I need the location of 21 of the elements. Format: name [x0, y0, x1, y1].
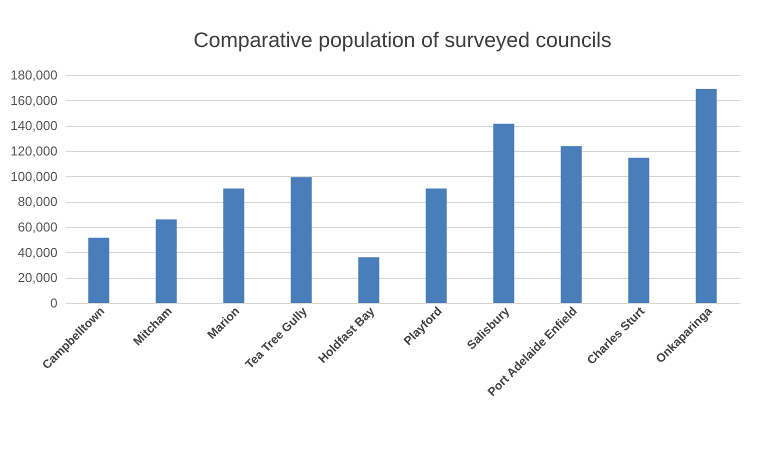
bar	[628, 158, 650, 303]
y-tick-label: 140,000	[10, 118, 58, 134]
bar	[696, 88, 717, 303]
bar	[223, 188, 244, 303]
y-tick-label: 0	[50, 296, 58, 310]
bar	[493, 124, 514, 303]
y-tick-label: 60,000	[18, 220, 58, 234]
chart-title: Comparative population of surveyed councils	[194, 29, 612, 52]
bar	[426, 188, 447, 303]
y-tick-label: 20,000	[18, 270, 58, 286]
bar	[156, 219, 177, 303]
y-tick-label: 160,000	[10, 92, 58, 108]
y-tick-label: 120,000	[10, 144, 58, 158]
bar	[290, 177, 312, 303]
bar	[560, 146, 582, 303]
y-tick-label: 100,000	[10, 168, 58, 184]
y-tick-label: 80,000	[18, 194, 58, 210]
y-tick-label: 40,000	[18, 244, 58, 260]
bar	[88, 238, 110, 303]
bar	[358, 257, 380, 303]
y-tick-label: 180,000	[10, 68, 58, 82]
